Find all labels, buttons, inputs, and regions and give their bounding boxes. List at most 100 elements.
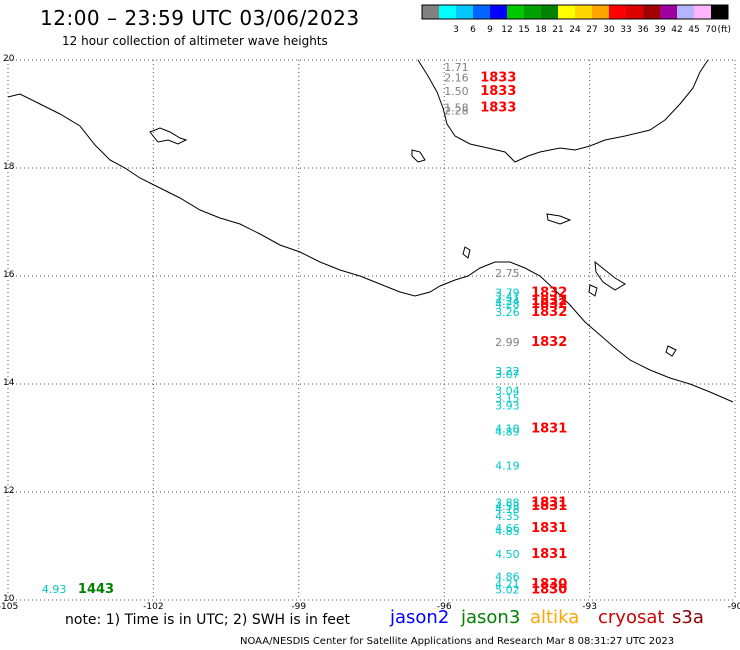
swh-value-label: 3.41 xyxy=(495,290,519,303)
observation-time-label: 1831 xyxy=(531,499,567,514)
scale-tick-label: 33 xyxy=(620,25,631,35)
swh-value-label: 4.50 xyxy=(495,548,519,561)
swh-value-label: 4.21 xyxy=(495,578,519,591)
observation-time-label: 1831 xyxy=(531,547,567,562)
scale-tick-label: 39 xyxy=(654,25,666,35)
scale-swatch xyxy=(575,5,592,19)
scale-swatch xyxy=(507,5,524,19)
island-outline xyxy=(149,127,188,145)
footnote: note: 1) Time is in UTC; 2) SWH is in fe… xyxy=(65,612,351,628)
scale-tick-label: 27 xyxy=(586,25,597,35)
lon-tick-label: -102 xyxy=(143,602,163,612)
scale-tick-label: 70 xyxy=(705,25,717,35)
scale-swatch xyxy=(694,5,711,19)
color-scale-legend: 3 6 9 12 15 18 21 24 27 30 33 36 39 42 45 70 (ft) xyxy=(421,4,731,35)
axis-tick-labels: -105 -102 -99 -96 -93 -90 20 18 16 14 12 10 xyxy=(0,54,740,612)
lat-tick-label: 18 xyxy=(3,162,15,172)
map-title: 12:00 – 23:59 UTC 03/06/2023 xyxy=(40,6,360,30)
lon-tick-label: -93 xyxy=(582,602,597,612)
scale-swatch xyxy=(490,5,507,19)
swh-value-label: 3.93 xyxy=(495,399,519,412)
observation-time-label: 1833 xyxy=(480,84,516,99)
swh-value-label: 2.28 xyxy=(444,105,469,118)
swh-value-label: 4.18 xyxy=(495,503,519,516)
lon-tick-label: -96 xyxy=(437,602,452,612)
swh-value-label: 2.99 xyxy=(495,336,519,349)
swh-value-label: 3.22 xyxy=(495,365,519,378)
scale-tick-label: 42 xyxy=(671,25,682,35)
swh-value-label: 3.79 xyxy=(495,287,519,300)
scale-tick-label: 9 xyxy=(487,25,493,35)
swh-value-label: 4.19 xyxy=(495,459,519,472)
swh-value-label: 4.85 xyxy=(495,525,519,538)
observation-time-label: 1830 xyxy=(531,583,567,598)
scale-unit-label: (ft) xyxy=(717,25,731,35)
observation-time-label: 1831 xyxy=(531,521,567,536)
island-outline xyxy=(462,246,471,259)
credit-line: NOAA/NESDIS Center for Satellite Applica… xyxy=(240,636,675,647)
swh-value-label: 2.75 xyxy=(495,267,519,280)
scale-swatch xyxy=(626,5,643,19)
scale-swatch xyxy=(711,5,728,19)
scale-swatch xyxy=(660,5,677,19)
swh-value-label: 5.02 xyxy=(495,584,519,597)
swh-value-label: 3.26 xyxy=(495,306,519,319)
swh-value-label: 2.16 xyxy=(444,72,469,85)
island-outline xyxy=(665,345,677,357)
scale-swatch xyxy=(592,5,609,19)
scale-swatch xyxy=(558,5,575,19)
swh-value-label: 1.71 xyxy=(444,61,469,74)
observation-labels: 4.93 1443 1.712.16 1833 1.50 1833 1.58 1833 2.28… xyxy=(42,61,567,598)
scale-tick-label: 15 xyxy=(518,25,529,35)
lat-tick-label: 16 xyxy=(3,270,15,280)
observation-time-label: 1832 xyxy=(531,297,567,312)
scale-swatch xyxy=(643,5,660,19)
swh-value-label: 4.93 xyxy=(42,583,67,596)
swh-value-label: 4.53 xyxy=(495,500,519,513)
observation-time-label: 1832 xyxy=(531,335,567,350)
lon-tick-label: -90 xyxy=(728,602,740,612)
swh-value-label: 4.24 xyxy=(495,295,519,308)
pacific-coastline xyxy=(7,93,734,403)
observation-time-label: 1830 xyxy=(531,577,567,592)
observation-time-label: 1831 xyxy=(531,496,567,511)
scale-swatch xyxy=(609,5,626,19)
scale-swatch xyxy=(422,5,439,19)
scale-swatch xyxy=(524,5,541,19)
observation-time-label: 1832 xyxy=(531,294,567,309)
scale-tick-label: 36 xyxy=(637,25,649,35)
observation-time-label: 1443 xyxy=(78,582,114,597)
scale-tick-label: 45 xyxy=(688,25,699,35)
swh-value-label: 4.66 xyxy=(495,522,519,535)
scale-tick-label: 18 xyxy=(535,25,547,35)
coastline xyxy=(7,59,734,403)
scale-swatch xyxy=(439,5,456,19)
lat-lon-grid xyxy=(7,59,736,601)
swh-value-label: 4.89 xyxy=(495,425,519,438)
scale-tick-label: 21 xyxy=(552,25,563,35)
lon-tick-label: -105 xyxy=(0,602,18,612)
swh-value-label: 4.28 xyxy=(495,298,519,311)
scale-tick-label: 24 xyxy=(569,25,581,35)
swh-value-label: 4.10 xyxy=(495,423,519,436)
swh-value-label: 1.58 xyxy=(444,101,469,114)
observation-time-label: 1831 xyxy=(531,422,567,437)
swh-value-label: 1.50 xyxy=(444,85,469,98)
lat-tick-label: 14 xyxy=(3,378,15,388)
swh-value-label: 4.86 xyxy=(495,571,519,584)
swh-value-label: 4.35 xyxy=(495,510,519,523)
scale-swatch xyxy=(677,5,694,19)
lat-tick-label: 10 xyxy=(3,594,15,604)
swh-value-label: 3.15 xyxy=(495,392,519,405)
scale-tick-label: 6 xyxy=(470,25,476,35)
map-subtitle: 12 hour collection of altimeter wave hei… xyxy=(62,34,328,48)
island-outline xyxy=(411,149,426,163)
island-outline xyxy=(588,284,598,297)
swh-value-label: 3.04 xyxy=(495,384,519,397)
lat-tick-label: 20 xyxy=(3,54,15,64)
scale-tick-label: 30 xyxy=(603,25,615,35)
scale-swatch xyxy=(541,5,558,19)
observation-time-label: 1832 xyxy=(531,305,567,320)
swh-value-label: 3.07 xyxy=(495,368,519,381)
